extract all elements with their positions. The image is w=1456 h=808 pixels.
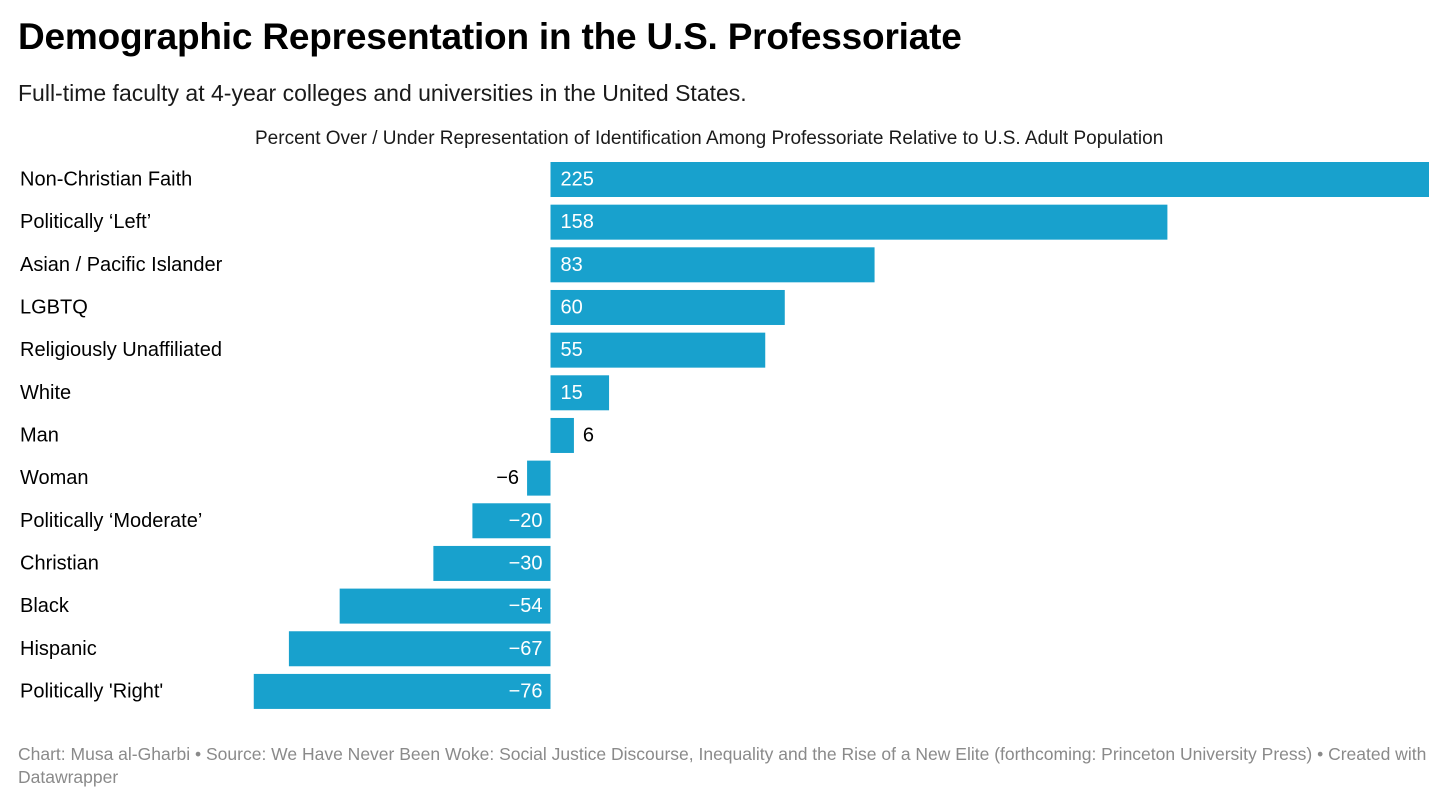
value-label-hispanic: −67 [509, 638, 543, 660]
bar-woman [527, 460, 551, 496]
value-label-non-christian-faith: 225 [561, 169, 594, 191]
bar-man [550, 417, 574, 453]
chart-footer: Chart: Musa al-Gharbi • Source: We Have … [18, 744, 1427, 787]
bar-non-christian-faith [550, 162, 1429, 197]
category-label-religiously-unaffiliated: Religiously Unaffiliated [20, 339, 222, 361]
chart-subtitle: Full-time faculty at 4-year colleges and… [18, 80, 747, 106]
bar-lgbtq [550, 289, 785, 325]
category-label-white: White [20, 382, 71, 404]
bar-politically-moderate [472, 503, 551, 539]
bar-christian [433, 545, 551, 581]
bar-black [339, 588, 551, 624]
category-label-lgbtq: LGBTQ [20, 296, 88, 318]
bar-chart: Non-Christian Faith 225 Politically ‘Left’… [20, 162, 1429, 709]
value-label-religiously-unaffiliated: 55 [561, 339, 583, 361]
bar-religiously-unaffiliated [550, 332, 766, 368]
value-label-politically-moderate: −20 [509, 510, 543, 532]
category-label-asian-pacific-islander: Asian / Pacific Islander [20, 254, 223, 276]
value-label-asian-pacific-islander: 83 [561, 254, 583, 276]
value-label-man: 6 [583, 424, 594, 446]
bar-politically-left [550, 204, 1168, 240]
category-label-politically-left: Politically ‘Left’ [20, 211, 151, 233]
chart-title: Demographic Representation in the U.S. P… [18, 16, 962, 57]
category-label-politically-moderate: Politically ‘Moderate’ [20, 510, 202, 532]
category-label-woman: Woman [20, 467, 89, 489]
bar-politically-right [253, 673, 551, 709]
category-label-hispanic: Hispanic [20, 638, 97, 660]
value-label-christian: −30 [509, 552, 543, 574]
category-label-non-christian-faith: Non-Christian Faith [20, 169, 192, 191]
category-label-christian: Christian [20, 552, 99, 574]
bar-asian-pacific-islander [550, 247, 875, 283]
value-label-black: −54 [509, 595, 543, 617]
value-label-white: 15 [561, 382, 583, 404]
bar-white [550, 375, 610, 411]
value-label-politically-left: 158 [561, 211, 594, 233]
category-label-man: Man [20, 424, 59, 446]
category-label-black: Black [20, 595, 70, 617]
category-label-politically-right: Politically 'Right' [20, 680, 163, 702]
value-label-woman: −6 [496, 467, 519, 489]
x-axis-title: Percent Over / Under Representation of I… [255, 128, 1164, 149]
value-label-lgbtq: 60 [561, 296, 583, 318]
bar-hispanic [288, 631, 551, 667]
value-label-politically-right: −76 [509, 680, 543, 702]
